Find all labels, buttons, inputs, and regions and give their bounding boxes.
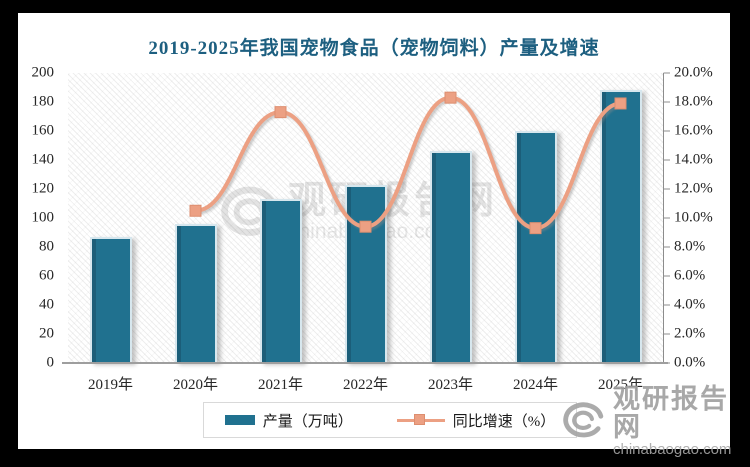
x-label-2025年: 2025年	[597, 377, 643, 393]
right-tick-8.0%: 8.0%	[674, 238, 706, 255]
left-tick-20: 20	[39, 325, 54, 342]
x-axis-labels: 2019年 2020年 2021年 2022年 2023年 2024年 2025年	[68, 373, 663, 393]
bar-2024年	[514, 131, 557, 363]
right-tick-16.0%: 16.0%	[674, 122, 713, 139]
legend-item-production: 产量（万吨）	[224, 410, 353, 431]
bar-2022年	[344, 184, 387, 363]
x-label-2020年: 2020年	[172, 377, 218, 393]
right-tick-6.0%: 6.0%	[674, 267, 706, 284]
line-series-swatch	[396, 413, 445, 427]
bar-2025年	[599, 90, 642, 363]
swirl-logo-icon	[561, 398, 605, 445]
left-axis: 0 20 40 60 80 100 120 140 160 180 200	[18, 65, 60, 371]
right-tick-2.0%: 2.0%	[674, 325, 706, 342]
left-tick-200: 200	[31, 64, 55, 81]
legend-item-growth: 同比增速（%）	[396, 410, 556, 431]
right-tick-14.0%: 14.0%	[674, 151, 713, 168]
right-axis: 0.0% 2.0% 4.0% 6.0% 8.0% 10.0% 12.0% 14.0% 16.0%…	[674, 65, 730, 371]
left-tick-40: 40	[39, 296, 54, 313]
left-tick-0: 0	[46, 354, 55, 371]
x-axis-line	[62, 362, 668, 364]
x-label-2024年: 2024年	[512, 377, 558, 393]
right-tick-20.0%: 20.0%	[674, 64, 713, 81]
bar-2023年	[429, 151, 472, 363]
line-marker-2021年	[274, 106, 287, 119]
bar-2021年	[259, 199, 302, 363]
x-label-2019年: 2019年	[87, 377, 133, 393]
plot-area	[68, 72, 670, 364]
chart-legend: 产量（万吨） 同比增速（%）	[203, 402, 577, 438]
x-label-2023年: 2023年	[427, 377, 473, 393]
right-tick-12.0%: 12.0%	[674, 180, 713, 197]
x-label-2021年: 2021年	[257, 377, 303, 393]
left-tick-160: 160	[31, 122, 55, 139]
right-tick-0.0%: 0.0%	[674, 354, 706, 371]
watermark-brand-text: 观研报告网	[613, 384, 729, 443]
left-tick-100: 100	[31, 209, 55, 226]
left-tick-140: 140	[31, 151, 55, 168]
bar-2019年	[89, 236, 132, 363]
bar-2020年	[174, 223, 217, 363]
left-tick-180: 180	[31, 93, 55, 110]
legend-label-production: 产量（万吨）	[262, 413, 353, 430]
right-tick-18.0%: 18.0%	[674, 93, 713, 110]
watermark-domain-text: chinabaogao.com	[613, 440, 732, 458]
right-tick-10.0%: 10.0%	[674, 209, 713, 226]
watermark-corner: 观研报告网 chinabaogao.com	[561, 385, 731, 457]
left-tick-120: 120	[31, 180, 55, 197]
x-label-2022年: 2022年	[342, 377, 388, 393]
legend-label-growth: 同比增速（%）	[452, 413, 556, 430]
chart-title: 2019-2025年我国宠物食品（宠物饲料）产量及增速	[148, 38, 600, 59]
chart-canvas: 2019-2025年我国宠物食品（宠物饲料）产量及增速 观研报告网 chinab…	[18, 13, 731, 457]
line-marker-2020年	[189, 204, 202, 217]
left-tick-60: 60	[39, 267, 54, 284]
line-swatch-marker	[413, 413, 425, 425]
bar-series-swatch	[224, 415, 255, 425]
line-marker-2023年	[444, 91, 457, 104]
left-tick-80: 80	[39, 238, 54, 255]
right-tick-4.0%: 4.0%	[674, 296, 706, 313]
